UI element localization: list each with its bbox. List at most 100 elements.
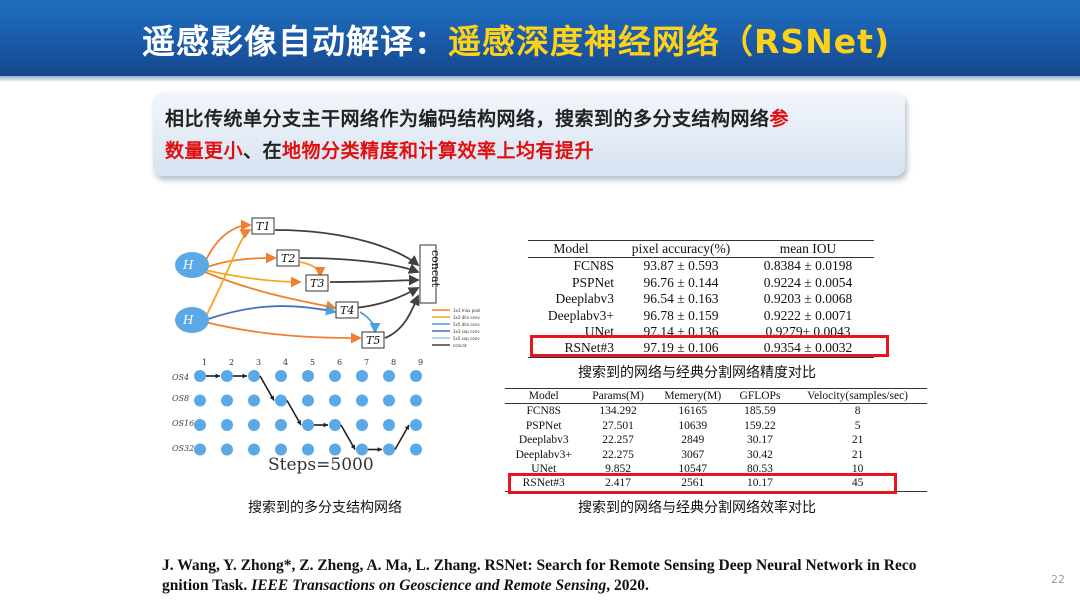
legend-label: 3x3 max pool: [453, 308, 480, 313]
table-cell: RSNet#3: [564, 340, 614, 356]
legend-label: 3x3 dila conv: [453, 315, 480, 320]
table-cell: 21: [851, 434, 864, 447]
table-row: PSPNet 27.501 10639 159.22 5: [505, 419, 927, 433]
grid-node: [275, 370, 287, 382]
step-number: 9: [418, 358, 423, 367]
grid-node: [275, 443, 287, 456]
table-cell: 96.78 ± 0.159: [643, 307, 719, 323]
table-cell: 10: [851, 463, 864, 476]
grid-node: [221, 419, 233, 431]
t-node-label: T1: [256, 220, 270, 233]
cell-structure-diagram: H H T1 T2 T3 T4 T5 concat 3x3 max pool3x…: [175, 217, 480, 349]
table-cell: 21: [851, 448, 864, 461]
reference-citation: J. Wang, Y. Zhong*, Z. Zheng, A. Ma, L. …: [162, 556, 932, 596]
column-header: Model: [553, 241, 589, 256]
grid-node: [194, 419, 206, 431]
os-label: OS32: [172, 444, 195, 453]
legend-label: concat: [453, 343, 467, 348]
table-cell: 0.9354 ± 0.0032: [763, 340, 853, 356]
column-header: pixel accuracy(%): [631, 241, 731, 256]
table-row: PSPNet 96.76 ± 0.144 0.9224 ± 0.0054: [528, 275, 874, 291]
path-arrowhead: [350, 444, 355, 450]
grid-node: [302, 394, 314, 407]
grid-node: [248, 419, 260, 431]
legend-label: 3x3 sep conv: [453, 329, 480, 334]
table-row: Deeplabv3+ 22.275 3067 30.42 21: [505, 448, 927, 462]
table-cell: 2.417: [605, 477, 631, 490]
t-node-label: T2: [281, 252, 295, 265]
table-cell: 0.9222 ± 0.0071: [763, 307, 853, 323]
table-cell: Deeplabv3+: [515, 448, 572, 461]
efficiency-table: Model Params(M) Memery(M) GFLOPs Velocit…: [505, 388, 927, 492]
highlight-emphasis: 地物分类精度和计算效率上均有提升: [282, 140, 595, 162]
highlight-text: 相比传统单分支主干网络作为编码结构网络，搜索到的多分支结构网络: [165, 108, 770, 130]
table-cell: 97.19 ± 0.106: [643, 340, 719, 356]
table-cell: 27.501: [602, 419, 634, 432]
grid-node: [356, 370, 368, 382]
highlight-red-box: [530, 335, 889, 357]
grid-node: [356, 419, 368, 431]
table-cell: 22.257: [602, 434, 634, 447]
grid-node: [248, 394, 260, 407]
path-arrowhead: [269, 395, 274, 401]
table-cell: 159.22: [744, 419, 776, 432]
step-number: 7: [364, 358, 369, 367]
t-node-label: T3: [310, 277, 324, 290]
grid-node: [329, 394, 341, 407]
table-cell: 2849: [681, 434, 705, 447]
table-cell: 30.17: [747, 434, 773, 447]
concat-label: concat: [429, 250, 442, 288]
steps-label: Steps=5000: [268, 455, 374, 475]
step-number: 2: [229, 358, 234, 367]
search-path-diagram: 1 2 3 4 5 6 7 8 9: [170, 356, 470, 478]
table-cell: Deeplabv3+: [547, 307, 614, 323]
table-row: RSNet#3 2.417 2561 10.17 45: [505, 476, 927, 492]
table-row: Deeplabv3 22.257 2849 30.17 21: [505, 433, 927, 447]
grid-node: [275, 419, 287, 431]
grid-node: [356, 443, 368, 456]
h-node-2-label: H: [182, 313, 194, 327]
grid-node: [221, 443, 233, 456]
table-cell: 10547: [678, 463, 708, 476]
path-edge: [340, 424, 356, 450]
step-number: 8: [391, 358, 396, 367]
reference-year: , 2020.: [606, 577, 649, 594]
grid-node: [248, 443, 260, 456]
highlight-text: 、在: [243, 140, 283, 162]
os-label: OS16: [172, 419, 195, 428]
table-header-row: Model pixel accuracy(%) mean IOU: [528, 240, 874, 258]
table-cell: UNet: [531, 463, 557, 476]
reference-authors: J. Wang, Y. Zhong*, Z. Zheng, A. Ma, L. …: [162, 557, 917, 594]
table-cell: 30.42: [747, 448, 773, 461]
highlight-emphasis: 数量更小: [165, 140, 244, 162]
table-cell: FCN8S: [526, 405, 561, 418]
slide-title: 遥感影像自动解译：遥感深度神经网络（RSNet): [142, 15, 890, 63]
grid-node: [302, 370, 314, 382]
grid-node: [410, 419, 422, 431]
title-highlight: 遥感深度神经网络（RSNet): [448, 22, 891, 61]
grid-node: [302, 419, 314, 431]
step-number: 4: [283, 358, 288, 367]
grid-node: [383, 394, 395, 407]
grid-node: [194, 443, 206, 456]
efficiency-table-caption: 搜索到的网络与经典分割网络效率对比: [578, 500, 816, 516]
grid-node: [329, 419, 341, 431]
highlight-emphasis: 参: [769, 108, 790, 130]
grid-node: [383, 370, 395, 382]
grid-node: [275, 394, 287, 407]
table-cell: 134.292: [599, 405, 637, 418]
column-header: Memery(M): [664, 390, 722, 402]
title-bar: 遥感影像自动解译：遥感深度神经网络（RSNet): [0, 0, 1080, 82]
table-cell: 96.54 ± 0.163: [643, 291, 719, 307]
column-header: Params(M): [592, 390, 644, 402]
search-path-graph: 1 2 3 4 5 6 7 8 9: [194, 358, 423, 456]
grid-node: [221, 394, 233, 407]
grid-node: [302, 443, 314, 456]
accuracy-table: Model pixel accuracy(%) mean IOU FCN8S 93…: [528, 240, 874, 358]
grid-node: [194, 394, 206, 407]
table-cell: 80.53: [747, 463, 773, 476]
legend-label: 5x5 sep conv: [453, 336, 480, 341]
table-cell: PSPNet: [571, 274, 614, 290]
grid-node: [329, 370, 341, 382]
table-cell: 185.59: [744, 405, 776, 418]
